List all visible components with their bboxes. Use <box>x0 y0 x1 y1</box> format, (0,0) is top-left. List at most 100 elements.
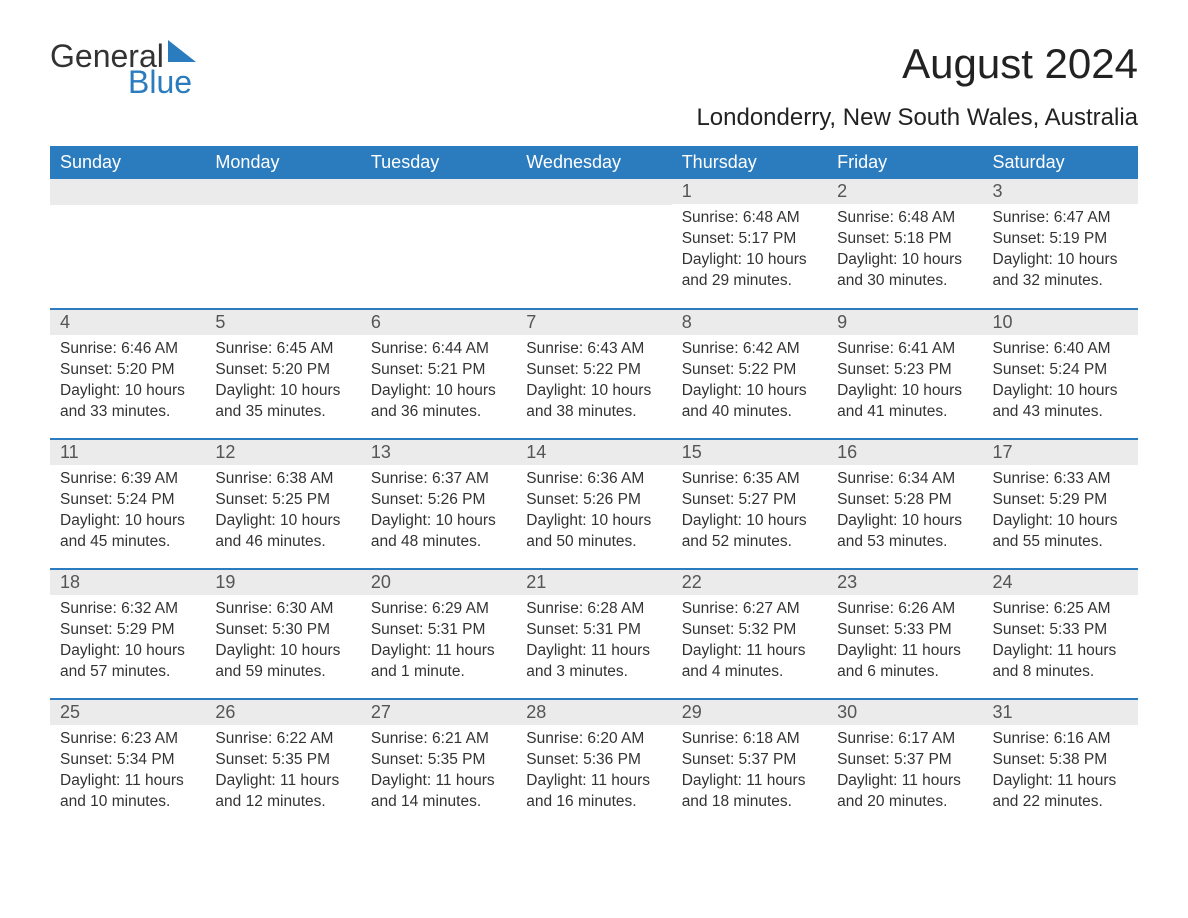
calendar-week-row: 25Sunrise: 6:23 AMSunset: 5:34 PMDayligh… <box>50 699 1138 829</box>
day-number: 19 <box>205 570 360 595</box>
day-number: 2 <box>827 179 982 204</box>
day-number: 13 <box>361 440 516 465</box>
sunset-text: Sunset: 5:19 PM <box>993 229 1128 250</box>
day-number: 17 <box>983 440 1138 465</box>
sunset-text: Sunset: 5:18 PM <box>837 229 972 250</box>
day-number: 28 <box>516 700 671 725</box>
sunrise-text: Sunrise: 6:39 AM <box>60 469 195 490</box>
day-number: 10 <box>983 310 1138 335</box>
daylight-text: Daylight: 10 hours and 41 minutes. <box>837 381 972 423</box>
calendar-cell: 15Sunrise: 6:35 AMSunset: 5:27 PMDayligh… <box>672 439 827 569</box>
day-details: Sunrise: 6:17 AMSunset: 5:37 PMDaylight:… <box>827 725 982 821</box>
location-subtitle: Londonderry, New South Wales, Australia <box>50 104 1138 132</box>
day-details: Sunrise: 6:42 AMSunset: 5:22 PMDaylight:… <box>672 335 827 431</box>
sunrise-text: Sunrise: 6:34 AM <box>837 469 972 490</box>
sunrise-text: Sunrise: 6:26 AM <box>837 599 972 620</box>
sunset-text: Sunset: 5:36 PM <box>526 750 661 771</box>
day-header: Tuesday <box>361 146 516 179</box>
day-details: Sunrise: 6:48 AMSunset: 5:18 PMDaylight:… <box>827 204 982 300</box>
empty-day-bar <box>205 179 360 205</box>
calendar-table: Sunday Monday Tuesday Wednesday Thursday… <box>50 146 1138 829</box>
calendar-cell: 22Sunrise: 6:27 AMSunset: 5:32 PMDayligh… <box>672 569 827 699</box>
day-number: 18 <box>50 570 205 595</box>
day-number: 12 <box>205 440 360 465</box>
day-details: Sunrise: 6:18 AMSunset: 5:37 PMDaylight:… <box>672 725 827 821</box>
calendar-cell: 6Sunrise: 6:44 AMSunset: 5:21 PMDaylight… <box>361 309 516 439</box>
day-details: Sunrise: 6:20 AMSunset: 5:36 PMDaylight:… <box>516 725 671 821</box>
sunset-text: Sunset: 5:29 PM <box>60 620 195 641</box>
calendar-cell: 27Sunrise: 6:21 AMSunset: 5:35 PMDayligh… <box>361 699 516 829</box>
daylight-text: Daylight: 11 hours and 18 minutes. <box>682 771 817 813</box>
daylight-text: Daylight: 10 hours and 36 minutes. <box>371 381 506 423</box>
day-details: Sunrise: 6:30 AMSunset: 5:30 PMDaylight:… <box>205 595 360 691</box>
calendar-cell: 26Sunrise: 6:22 AMSunset: 5:35 PMDayligh… <box>205 699 360 829</box>
day-details: Sunrise: 6:37 AMSunset: 5:26 PMDaylight:… <box>361 465 516 561</box>
sunset-text: Sunset: 5:24 PM <box>60 490 195 511</box>
day-details: Sunrise: 6:16 AMSunset: 5:38 PMDaylight:… <box>983 725 1138 821</box>
calendar-cell: 1Sunrise: 6:48 AMSunset: 5:17 PMDaylight… <box>672 179 827 309</box>
day-details: Sunrise: 6:39 AMSunset: 5:24 PMDaylight:… <box>50 465 205 561</box>
day-number: 15 <box>672 440 827 465</box>
day-number: 4 <box>50 310 205 335</box>
calendar-week-row: 11Sunrise: 6:39 AMSunset: 5:24 PMDayligh… <box>50 439 1138 569</box>
calendar-week-row: 18Sunrise: 6:32 AMSunset: 5:29 PMDayligh… <box>50 569 1138 699</box>
day-details: Sunrise: 6:47 AMSunset: 5:19 PMDaylight:… <box>983 204 1138 300</box>
daylight-text: Daylight: 10 hours and 53 minutes. <box>837 511 972 553</box>
calendar-cell: 23Sunrise: 6:26 AMSunset: 5:33 PMDayligh… <box>827 569 982 699</box>
sunset-text: Sunset: 5:24 PM <box>993 360 1128 381</box>
sunset-text: Sunset: 5:37 PM <box>682 750 817 771</box>
empty-day-bar <box>50 179 205 205</box>
day-details: Sunrise: 6:26 AMSunset: 5:33 PMDaylight:… <box>827 595 982 691</box>
daylight-text: Daylight: 11 hours and 16 minutes. <box>526 771 661 813</box>
sunrise-text: Sunrise: 6:17 AM <box>837 729 972 750</box>
day-number: 21 <box>516 570 671 595</box>
daylight-text: Daylight: 10 hours and 52 minutes. <box>682 511 817 553</box>
calendar-week-row: 1Sunrise: 6:48 AMSunset: 5:17 PMDaylight… <box>50 179 1138 309</box>
calendar-cell: 12Sunrise: 6:38 AMSunset: 5:25 PMDayligh… <box>205 439 360 569</box>
calendar-cell: 28Sunrise: 6:20 AMSunset: 5:36 PMDayligh… <box>516 699 671 829</box>
daylight-text: Daylight: 10 hours and 59 minutes. <box>215 641 350 683</box>
daylight-text: Daylight: 11 hours and 14 minutes. <box>371 771 506 813</box>
header: General Blue August 2024 <box>50 40 1138 98</box>
sunset-text: Sunset: 5:21 PM <box>371 360 506 381</box>
day-details: Sunrise: 6:21 AMSunset: 5:35 PMDaylight:… <box>361 725 516 821</box>
day-number: 24 <box>983 570 1138 595</box>
sunrise-text: Sunrise: 6:40 AM <box>993 339 1128 360</box>
calendar-cell: 18Sunrise: 6:32 AMSunset: 5:29 PMDayligh… <box>50 569 205 699</box>
daylight-text: Daylight: 11 hours and 4 minutes. <box>682 641 817 683</box>
sunrise-text: Sunrise: 6:30 AM <box>215 599 350 620</box>
day-details: Sunrise: 6:32 AMSunset: 5:29 PMDaylight:… <box>50 595 205 691</box>
day-number: 9 <box>827 310 982 335</box>
sunset-text: Sunset: 5:35 PM <box>215 750 350 771</box>
empty-day-bar <box>361 179 516 205</box>
day-details: Sunrise: 6:27 AMSunset: 5:32 PMDaylight:… <box>672 595 827 691</box>
sunset-text: Sunset: 5:30 PM <box>215 620 350 641</box>
logo: General Blue <box>50 40 196 98</box>
day-header: Friday <box>827 146 982 179</box>
day-details: Sunrise: 6:48 AMSunset: 5:17 PMDaylight:… <box>672 204 827 300</box>
sunrise-text: Sunrise: 6:48 AM <box>682 208 817 229</box>
daylight-text: Daylight: 10 hours and 57 minutes. <box>60 641 195 683</box>
day-details: Sunrise: 6:46 AMSunset: 5:20 PMDaylight:… <box>50 335 205 431</box>
daylight-text: Daylight: 10 hours and 30 minutes. <box>837 250 972 292</box>
day-number: 16 <box>827 440 982 465</box>
sunrise-text: Sunrise: 6:16 AM <box>993 729 1128 750</box>
sunset-text: Sunset: 5:32 PM <box>682 620 817 641</box>
daylight-text: Daylight: 11 hours and 10 minutes. <box>60 771 195 813</box>
sunrise-text: Sunrise: 6:37 AM <box>371 469 506 490</box>
sunset-text: Sunset: 5:26 PM <box>371 490 506 511</box>
sunrise-text: Sunrise: 6:45 AM <box>215 339 350 360</box>
day-details: Sunrise: 6:33 AMSunset: 5:29 PMDaylight:… <box>983 465 1138 561</box>
day-details: Sunrise: 6:23 AMSunset: 5:34 PMDaylight:… <box>50 725 205 821</box>
calendar-cell: 30Sunrise: 6:17 AMSunset: 5:37 PMDayligh… <box>827 699 982 829</box>
daylight-text: Daylight: 10 hours and 38 minutes. <box>526 381 661 423</box>
day-details: Sunrise: 6:36 AMSunset: 5:26 PMDaylight:… <box>516 465 671 561</box>
logo-word2: Blue <box>128 66 196 98</box>
calendar-cell: 13Sunrise: 6:37 AMSunset: 5:26 PMDayligh… <box>361 439 516 569</box>
empty-day-bar <box>516 179 671 205</box>
daylight-text: Daylight: 10 hours and 35 minutes. <box>215 381 350 423</box>
sunrise-text: Sunrise: 6:35 AM <box>682 469 817 490</box>
day-header: Saturday <box>983 146 1138 179</box>
daylight-text: Daylight: 11 hours and 20 minutes. <box>837 771 972 813</box>
calendar-cell <box>205 179 360 309</box>
